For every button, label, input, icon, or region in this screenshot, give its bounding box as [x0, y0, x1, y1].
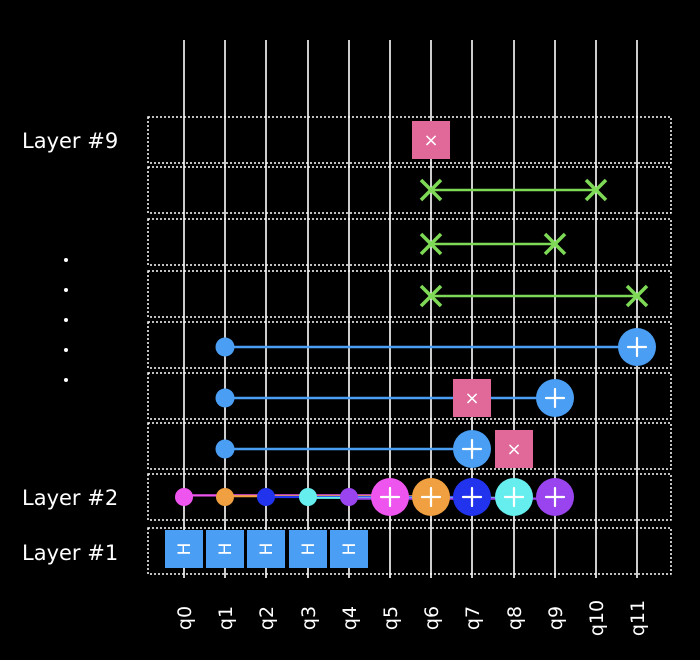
control-dot-q2 [257, 488, 275, 506]
layer-box-5 [147, 321, 672, 369]
cnot-target-q7-plus-icon [461, 486, 483, 508]
cnot-target-row-5 [618, 328, 656, 366]
hadamard-box [330, 530, 368, 568]
layer-box-2 [147, 473, 672, 521]
qubit-label-q3: q3 [298, 606, 320, 630]
control-dot-q0 [175, 488, 193, 506]
gates: H H H H H × × × [165, 121, 656, 568]
cnot-target-row-4 [536, 379, 574, 417]
hadamard-box [247, 530, 285, 568]
ellipsis-dot-3 [64, 318, 68, 322]
layer-box-6 [147, 270, 672, 318]
swap-end-b-row-8-icon [584, 178, 608, 202]
cnot-target-q8-plus-icon [503, 486, 525, 508]
hadamard-label: H [175, 543, 195, 556]
ellipsis-dot-1 [64, 258, 68, 262]
hadamard-gate-q0: H [165, 530, 203, 568]
control-dot-q4 [340, 488, 358, 506]
layer-box-9 [147, 116, 672, 164]
cnot-control-row-3 [215, 439, 235, 459]
cnot-target-row-4-plus-icon [544, 387, 566, 409]
swap-gate-row-4-x-icon: × [464, 388, 479, 409]
swap-gate-row-4-box [453, 379, 491, 417]
vertical-ellipsis [64, 258, 68, 382]
swap-gate-row-9-box [412, 121, 450, 159]
qubit-label-q9: q9 [545, 606, 567, 630]
swap-end-a-row-6-icon [419, 284, 443, 308]
hadamard-box [206, 530, 244, 568]
hadamard-label: H [299, 543, 319, 556]
swap-gate-row-9: × [412, 121, 450, 159]
swap-end-b-row-6-icon [625, 284, 649, 308]
qubit-label-q4: q4 [339, 606, 361, 630]
ellipsis-dot-5 [64, 378, 68, 382]
cnot-target-row-3-plus-icon [461, 438, 483, 460]
cnot-target-q5 [371, 478, 409, 516]
cnot-control-row-5 [215, 337, 235, 357]
layer-box-7 [147, 218, 672, 266]
hadamard-gate-q2: H [247, 530, 285, 568]
hadamard-gate-q1: H [206, 530, 244, 568]
qubit-label-q1: q1 [215, 606, 237, 630]
control-dot-q3 [299, 488, 317, 506]
hadamard-label: H [340, 543, 360, 556]
ellipsis-dot-2 [64, 288, 68, 292]
cnot-target-q7 [453, 478, 491, 516]
swap-end-a-row-8-icon [419, 178, 443, 202]
qubit-label-q8: q8 [504, 606, 526, 630]
ellipsis-dot-4 [64, 348, 68, 352]
cnot-target-row-5-plus-icon [626, 336, 648, 358]
row-labels: Layer #9 Layer #2 Layer #1 [22, 129, 118, 565]
cnot-target-q8 [495, 478, 533, 516]
layer-box-1 [147, 527, 672, 575]
control-dot-q1 [216, 488, 234, 506]
swap-gate-row-9-x-icon: × [423, 130, 438, 151]
cnot-target-q6 [412, 478, 450, 516]
layer-boxes [147, 116, 672, 575]
swap-gate-row-3-box [495, 430, 533, 468]
layer-9-label: Layer #9 [22, 129, 118, 153]
layer-box-4 [147, 372, 672, 420]
hadamard-label: H [216, 543, 236, 556]
layer-box-8 [147, 166, 672, 214]
swap-end-b-row-7-icon [543, 232, 567, 256]
cnot-target-q5-plus-icon [379, 486, 401, 508]
qubit-label-q6: q6 [421, 606, 443, 630]
qubit-label-q11: q11 [627, 600, 649, 636]
layer-2-label: Layer #2 [22, 486, 118, 510]
layer-box-3 [147, 422, 672, 470]
cnot-target-q9-plus-icon [544, 486, 566, 508]
cnot-target-row-3 [453, 430, 491, 468]
hadamard-gate-q4: H [330, 530, 368, 568]
qubit-label-q0: q0 [174, 606, 196, 630]
cnot-control-row-4 [215, 388, 235, 408]
cnot-target-q6-plus-icon [420, 486, 442, 508]
swap-gate-row-3-x-icon: × [506, 439, 521, 460]
qubit-label-q5: q5 [380, 606, 402, 630]
qubit-labels: q0 q1 q2 q3 q4 q5 q6 q7 q8 q9 q10 q11 [174, 600, 649, 636]
hadamard-gate-q3: H [289, 530, 327, 568]
qubit-label-q10: q10 [586, 600, 608, 636]
hadamard-box [165, 530, 203, 568]
hadamard-label: H [257, 543, 277, 556]
swap-gate-row-4: × [453, 379, 491, 417]
swap-end-a-row-7-icon [419, 232, 443, 256]
swap-gate-row-3: × [495, 430, 533, 468]
qubit-label-q2: q2 [256, 606, 278, 630]
layer-1-label: Layer #1 [22, 541, 118, 565]
cnot-target-q9 [536, 478, 574, 516]
qubit-label-q7: q7 [462, 606, 484, 630]
hadamard-box [289, 530, 327, 568]
